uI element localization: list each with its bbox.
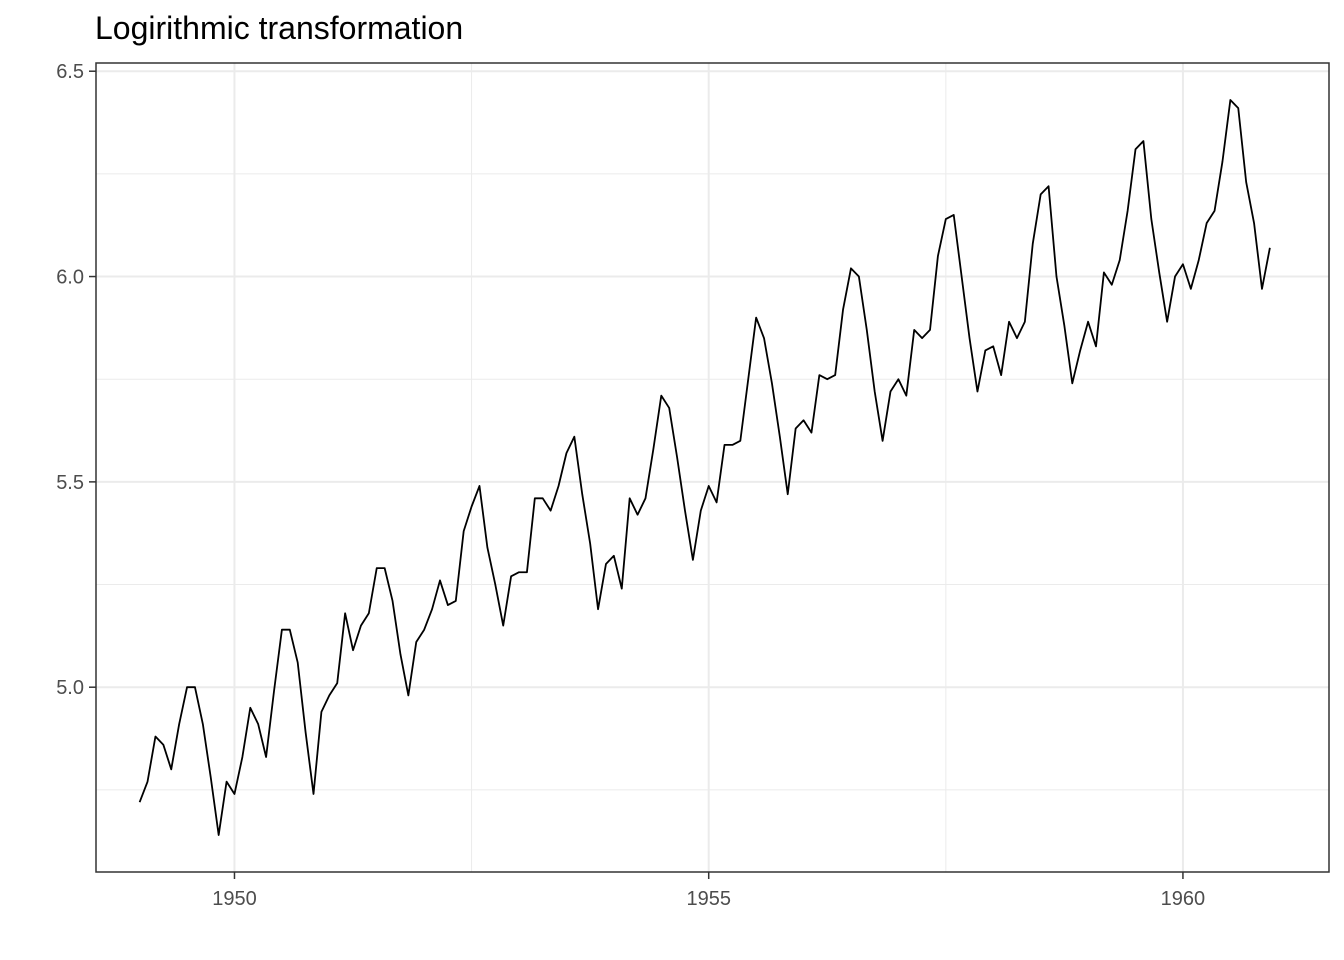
- y-tick-label: 5.0: [56, 677, 84, 699]
- y-tick-label: 6.0: [56, 267, 84, 289]
- y-tick-label: 6.5: [56, 61, 84, 83]
- y-axis: 5.0 5.5 6.0 6.5: [56, 61, 96, 699]
- x-tick-label: 1950: [212, 888, 257, 910]
- plot-panel-border: [95, 62, 1330, 873]
- x-axis: 1950 1955 1960: [212, 872, 1205, 910]
- x-tick-label: 1955: [686, 888, 731, 910]
- plot-panel-background: [96, 63, 1329, 872]
- grid-major: [96, 63, 1329, 872]
- x-tick-label: 1960: [1161, 888, 1206, 910]
- chart-title: Logirithmic transformation: [95, 10, 464, 46]
- y-tick-label: 5.5: [56, 472, 84, 494]
- series-line: [138, 99, 1271, 836]
- grid-minor: [96, 63, 1329, 872]
